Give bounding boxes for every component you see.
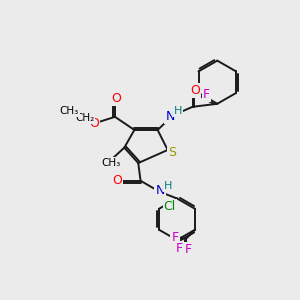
Text: F: F — [176, 242, 183, 255]
Text: H: H — [164, 181, 172, 191]
Text: F: F — [184, 243, 192, 256]
Text: CH₃: CH₃ — [60, 106, 79, 116]
Text: H: H — [174, 106, 182, 116]
Text: CH₂: CH₂ — [75, 113, 94, 123]
Text: Cl: Cl — [164, 200, 176, 213]
Text: N: N — [155, 184, 165, 197]
Text: O: O — [112, 92, 122, 105]
Text: F: F — [203, 88, 210, 101]
Text: CH₃: CH₃ — [101, 158, 121, 168]
Text: N: N — [165, 110, 175, 123]
Text: O: O — [89, 116, 99, 130]
Text: S: S — [168, 146, 176, 159]
Text: O: O — [190, 84, 200, 97]
Text: O: O — [112, 174, 122, 187]
Text: F: F — [171, 231, 178, 244]
